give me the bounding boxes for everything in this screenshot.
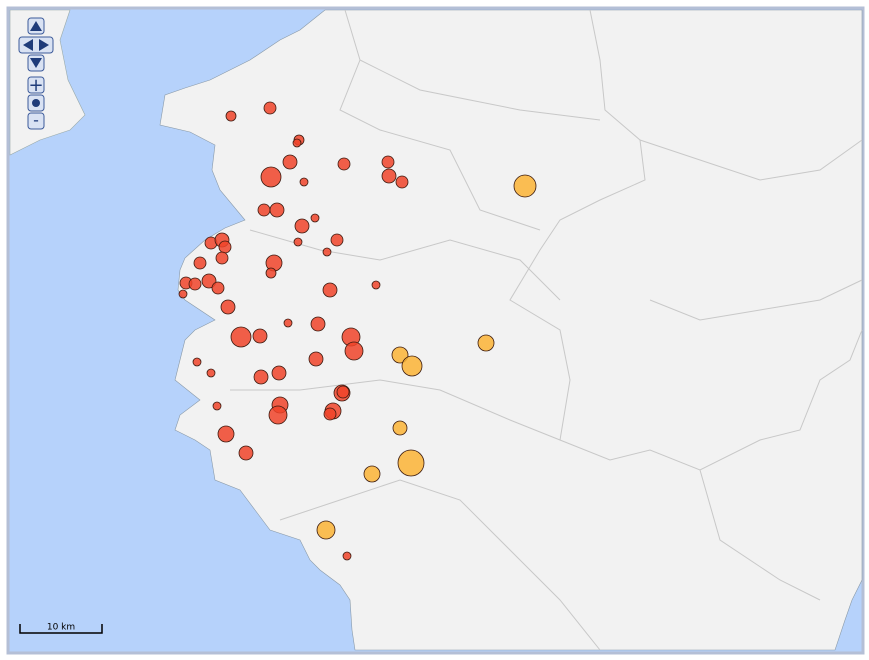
pan-down-icon [30, 58, 42, 68]
pan-left-right[interactable] [18, 36, 54, 54]
map-marker[interactable] [283, 318, 293, 328]
scale-label: 10 km [47, 623, 75, 633]
zoom-in[interactable] [27, 76, 45, 94]
boundary [230, 9, 863, 651]
map-marker[interactable] [294, 218, 310, 234]
map-marker[interactable] [330, 233, 344, 247]
boundary [509, 9, 863, 471]
map-marker[interactable] [238, 445, 254, 461]
map-marker[interactable] [310, 316, 326, 332]
map-marker[interactable] [397, 449, 425, 477]
map-marker[interactable] [299, 177, 309, 187]
map-marker[interactable] [293, 237, 303, 247]
map-marker[interactable] [257, 203, 271, 217]
map-marker[interactable] [271, 365, 287, 381]
map-marker[interactable] [193, 256, 207, 270]
map-marker[interactable] [513, 174, 537, 198]
map-marker[interactable] [206, 368, 216, 378]
nav-controls: + - [18, 17, 54, 130]
map-marker[interactable] [342, 551, 352, 561]
map-marker[interactable] [212, 401, 222, 411]
map-marker[interactable] [282, 154, 298, 170]
map-marker[interactable] [217, 425, 235, 443]
map-marker[interactable] [252, 328, 268, 344]
map-marker[interactable] [260, 166, 282, 188]
map-marker[interactable] [395, 175, 409, 189]
map-marker[interactable] [220, 299, 236, 315]
map-marker[interactable] [218, 240, 232, 254]
map-marker[interactable] [344, 341, 364, 361]
map-marker[interactable] [215, 251, 229, 265]
map-marker[interactable] [178, 289, 188, 299]
zoom-in-label: + [28, 75, 43, 96]
scale-bar: 10 km [19, 623, 103, 634]
map-marker[interactable] [269, 202, 285, 218]
pan-icons [23, 39, 49, 51]
map-marker[interactable] [201, 273, 217, 289]
map-marker[interactable] [323, 407, 337, 421]
map-marker[interactable] [322, 247, 332, 257]
map-marker[interactable] [263, 101, 277, 115]
map-marker[interactable] [337, 157, 351, 171]
map-marker[interactable] [381, 155, 395, 169]
scale-line [19, 624, 103, 634]
map-marker[interactable] [230, 326, 252, 348]
map-marker[interactable] [253, 369, 269, 385]
map-marker[interactable] [225, 110, 237, 122]
pan-up-icon [30, 21, 42, 31]
markers [178, 101, 537, 561]
land-mainland [159, 9, 863, 651]
zoom-reset-icon [32, 99, 40, 107]
zoom-out-label: - [33, 111, 39, 130]
map-marker[interactable] [336, 385, 350, 399]
map-marker[interactable] [401, 355, 423, 377]
map-marker[interactable] [363, 465, 381, 483]
map-marker[interactable] [316, 520, 336, 540]
map-marker[interactable] [308, 351, 324, 367]
map-marker[interactable] [310, 213, 320, 223]
map-marker[interactable] [392, 420, 408, 436]
map-marker[interactable] [477, 334, 495, 352]
map-marker[interactable] [391, 346, 409, 364]
map-marker[interactable] [322, 282, 338, 298]
map-marker[interactable] [371, 280, 381, 290]
map-marker[interactable] [268, 405, 288, 425]
zoom-out[interactable] [27, 112, 45, 130]
map-marker[interactable] [188, 277, 202, 291]
map-marker[interactable] [192, 357, 202, 367]
map-marker[interactable] [292, 138, 302, 148]
map-marker[interactable] [265, 267, 277, 279]
map-marker[interactable] [381, 168, 397, 184]
map-marker[interactable] [211, 281, 225, 295]
